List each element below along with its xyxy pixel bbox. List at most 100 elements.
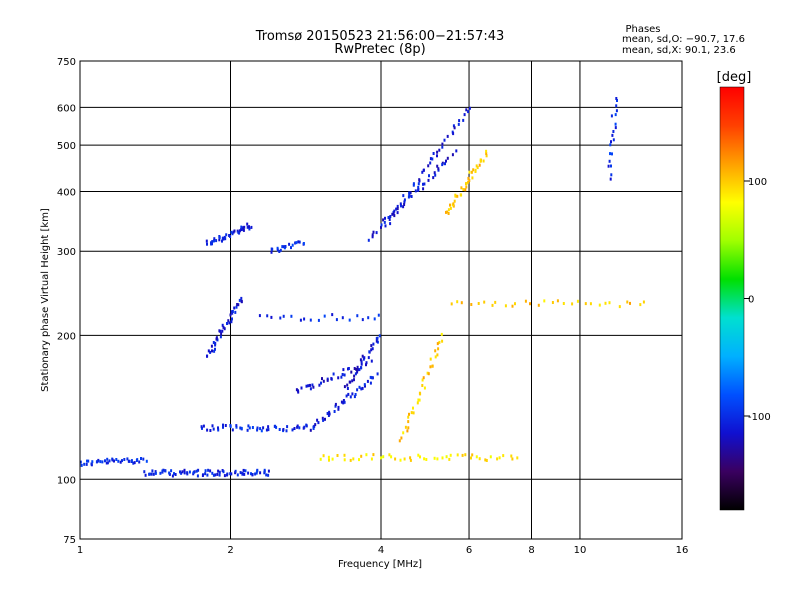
- data-point: [460, 301, 463, 305]
- data-point: [396, 211, 399, 215]
- data-point: [393, 214, 396, 218]
- data-point: [238, 298, 241, 302]
- data-point: [218, 238, 221, 242]
- data-point: [322, 418, 325, 422]
- data-point: [423, 386, 426, 390]
- data-point: [556, 299, 559, 303]
- data-point: [453, 199, 456, 203]
- data-point: [370, 359, 373, 363]
- y-tick-label: 600: [57, 103, 76, 114]
- data-point: [376, 372, 379, 376]
- data-point: [615, 109, 618, 113]
- data-point: [291, 428, 294, 432]
- data-point: [476, 166, 479, 170]
- data-point: [457, 122, 460, 126]
- data-point: [324, 417, 326, 421]
- data-point: [119, 460, 122, 464]
- plot-area: 1 2 4 6 8 10 16 75 100 200 300 400 500 600 750: [57, 57, 688, 556]
- data-point: [317, 421, 320, 425]
- data-point: [353, 378, 355, 382]
- data-point: [598, 303, 601, 307]
- data-point: [140, 457, 142, 460]
- data-point: [615, 104, 618, 108]
- data-point: [298, 240, 301, 244]
- data-point: [365, 363, 367, 367]
- data-point: [342, 401, 345, 405]
- data-point: [398, 439, 401, 443]
- data-point: [460, 186, 463, 190]
- data-point: [87, 459, 90, 463]
- data-point: [375, 339, 378, 343]
- data-point: [136, 458, 139, 462]
- data-point: [349, 395, 352, 399]
- data-point: [170, 469, 173, 473]
- data-point: [290, 246, 292, 250]
- data-point: [145, 459, 148, 463]
- data-point: [226, 322, 228, 325]
- data-point: [342, 368, 345, 372]
- y-tick-label: 400: [57, 187, 76, 198]
- data-point: [436, 457, 439, 461]
- data-point: [123, 458, 126, 461]
- data-point: [159, 471, 162, 475]
- data-point: [343, 458, 346, 462]
- data-point: [485, 154, 488, 158]
- data-point: [243, 472, 246, 476]
- data-point: [328, 412, 331, 416]
- colorbar-gradient: [719, 86, 745, 511]
- data-point: [336, 454, 339, 457]
- data-point: [353, 374, 356, 378]
- data-point: [404, 425, 407, 429]
- data-point: [105, 461, 108, 465]
- data-point: [214, 473, 217, 477]
- data-point: [351, 392, 354, 396]
- data-point: [230, 310, 233, 314]
- data-point: [321, 416, 324, 420]
- data-point: [422, 168, 425, 172]
- data-point: [227, 319, 230, 323]
- data-point: [212, 473, 215, 477]
- data-point: [441, 163, 444, 167]
- data-point: [126, 457, 129, 461]
- data-point: [361, 354, 364, 358]
- data-point: [216, 472, 219, 476]
- data-point: [291, 243, 294, 247]
- data-point: [213, 237, 216, 241]
- data-point: [309, 387, 312, 391]
- data-point: [642, 300, 645, 304]
- data-point: [351, 379, 354, 383]
- data-point: [201, 474, 204, 477]
- data-point: [143, 470, 146, 474]
- data-point: [326, 378, 329, 382]
- data-point: [212, 427, 215, 431]
- data-point: [403, 200, 406, 204]
- data-point: [589, 302, 592, 306]
- data-point: [328, 410, 331, 414]
- data-point: [376, 340, 379, 344]
- data-point: [431, 157, 434, 161]
- data-point: [438, 148, 441, 152]
- data-point: [462, 118, 465, 122]
- data-point: [204, 469, 207, 473]
- data-point: [230, 472, 233, 476]
- data-point: [421, 378, 424, 382]
- data-point: [314, 423, 317, 427]
- data-point: [612, 138, 615, 142]
- data-point: [452, 202, 455, 206]
- data-point: [429, 161, 432, 165]
- data-point: [388, 453, 391, 457]
- data-point: [256, 428, 259, 432]
- colorbar-tick-label: -100: [748, 412, 771, 423]
- data-point: [440, 332, 443, 336]
- data-point: [417, 187, 420, 191]
- data-point: [211, 349, 213, 353]
- data-point: [348, 380, 351, 384]
- data-point: [207, 468, 210, 472]
- data-point: [319, 457, 322, 461]
- data-point: [524, 299, 527, 303]
- data-point: [256, 469, 259, 473]
- data-point: [510, 454, 513, 458]
- data-point: [494, 300, 497, 304]
- data-point: [270, 315, 273, 319]
- data-point: [406, 429, 409, 433]
